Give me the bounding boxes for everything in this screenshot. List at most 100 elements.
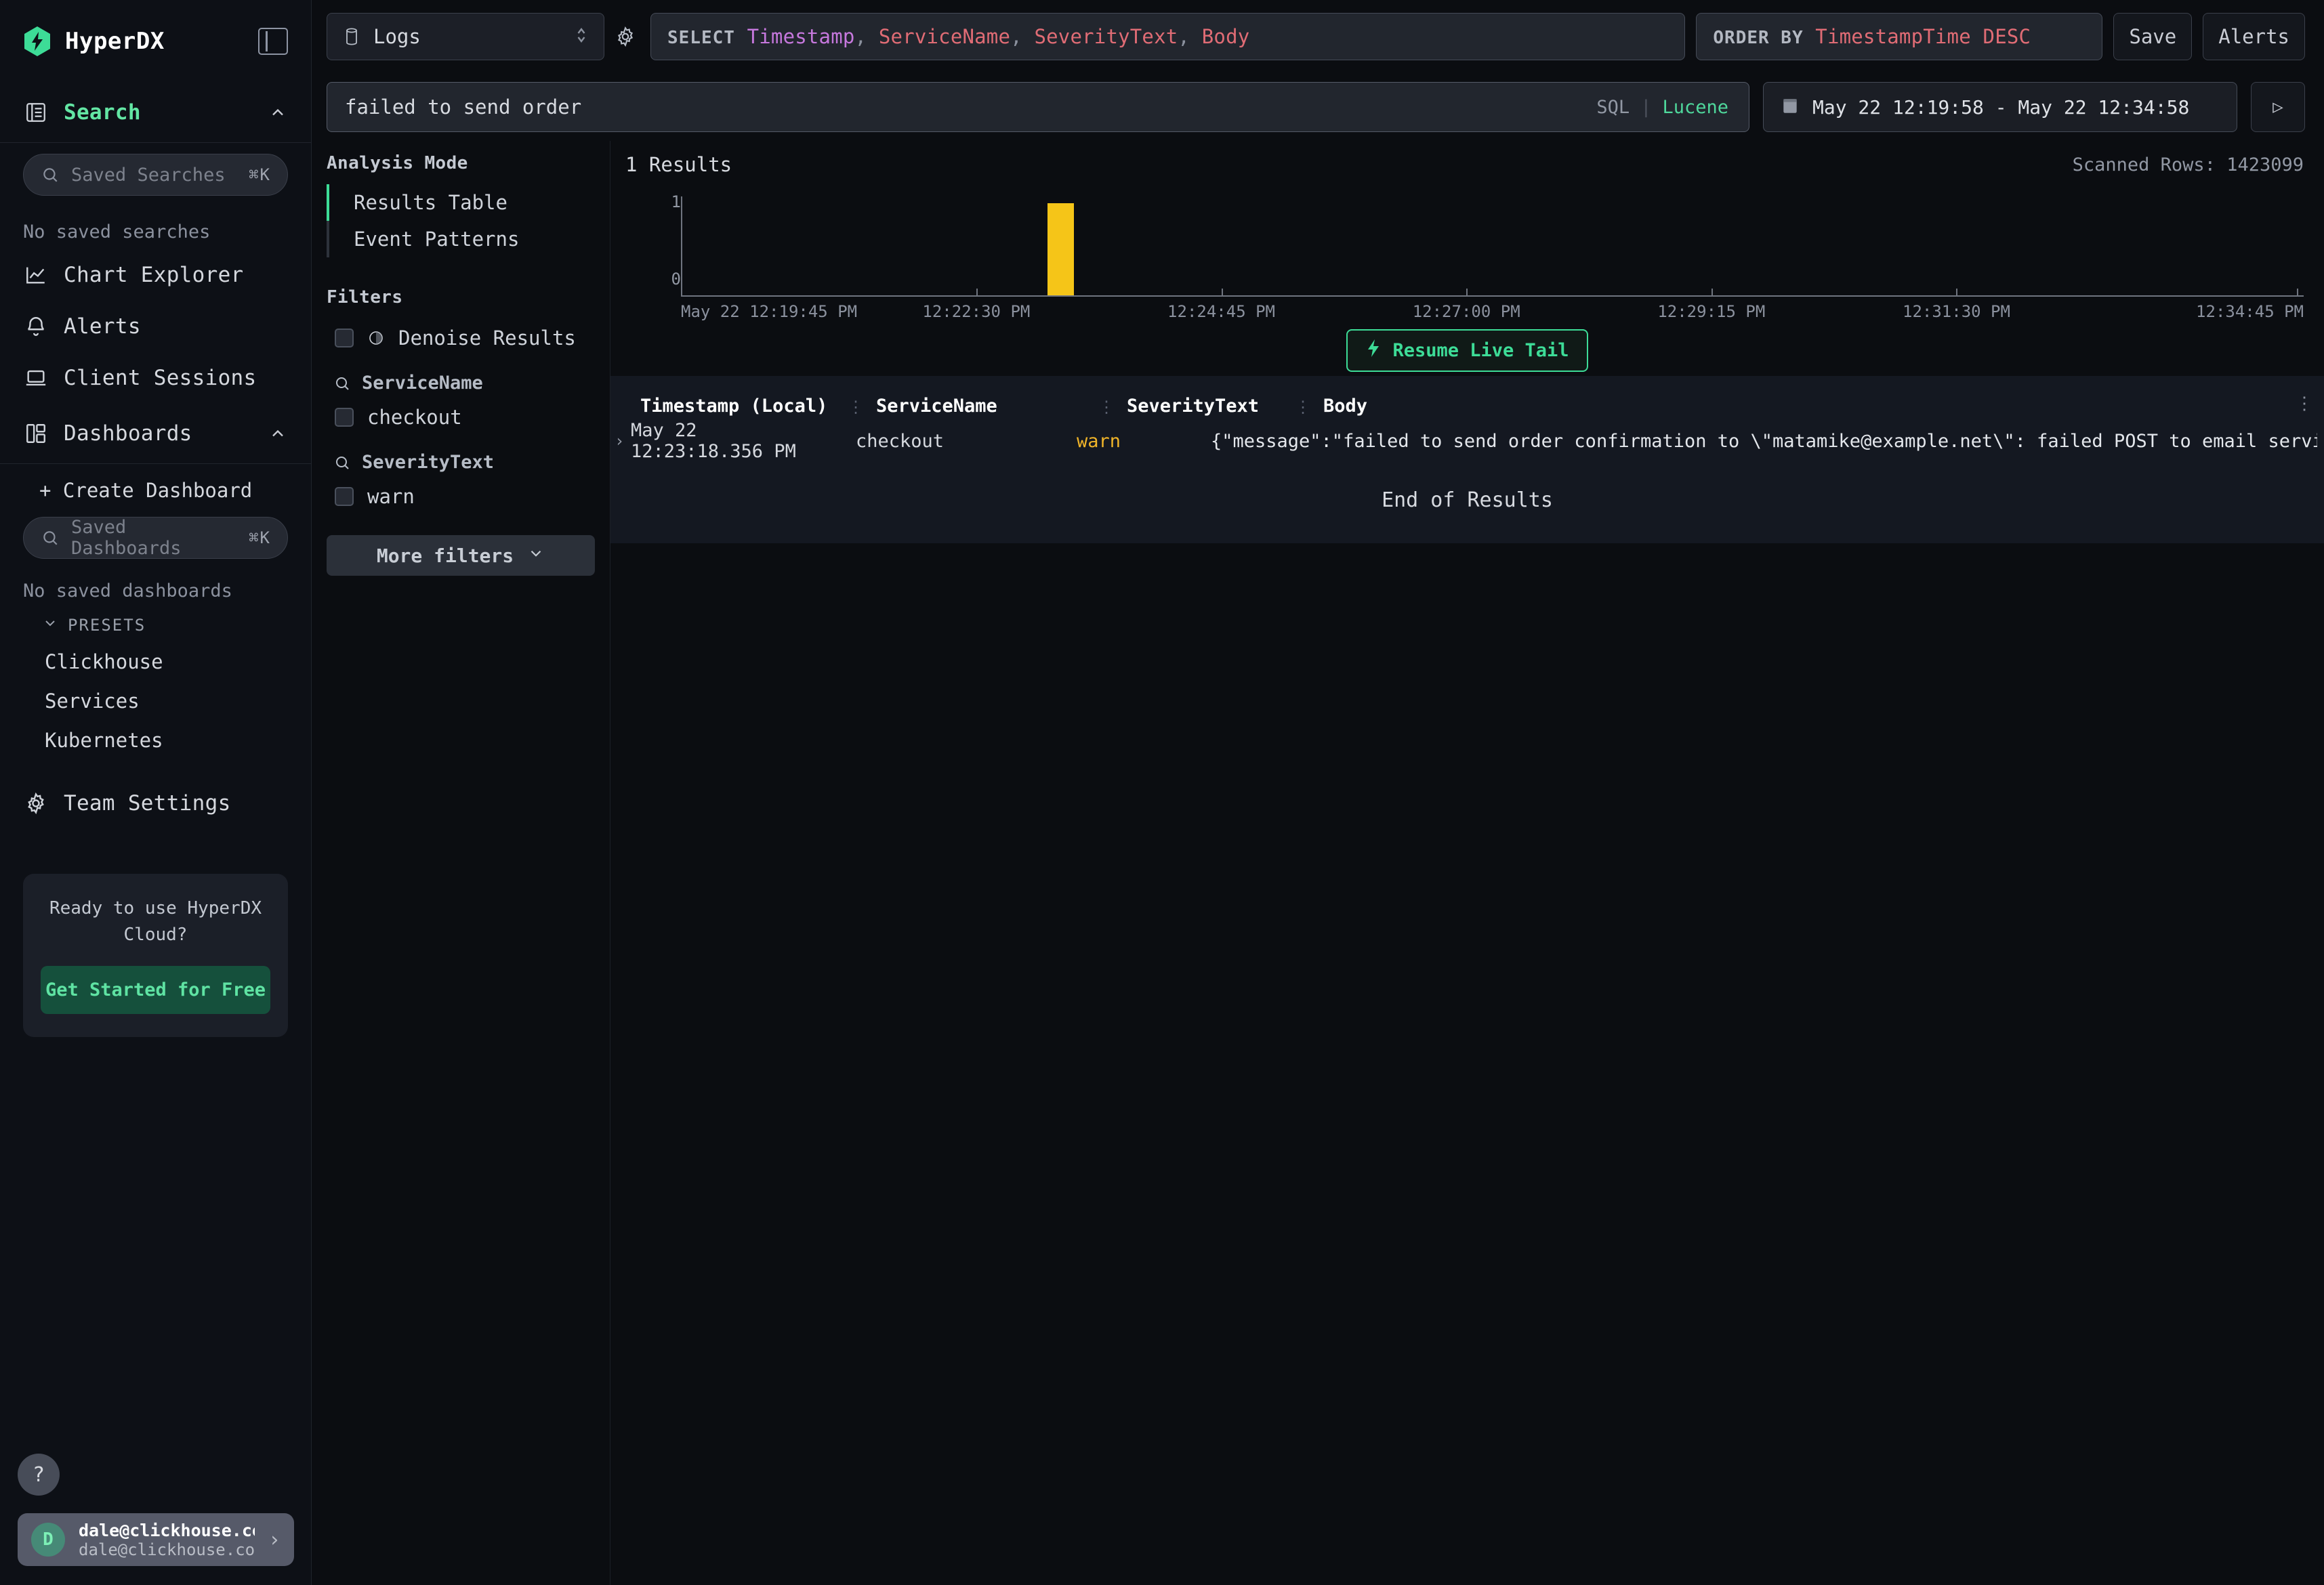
table-options-icon[interactable]: ⋮ — [2296, 394, 2313, 414]
order-by-input[interactable]: ORDER BY TimestampTime DESC — [1696, 13, 2103, 60]
sidebar-bottom: ? D dale@clickhouse.com dale@clickhouse.… — [0, 1454, 312, 1585]
row-expand-icon[interactable]: › — [615, 431, 625, 450]
column-header-body[interactable]: Body — [1323, 396, 1368, 417]
denoise-checkbox[interactable] — [335, 329, 354, 347]
lang-sql-option[interactable]: SQL — [1596, 96, 1630, 118]
lang-divider: | — [1640, 96, 1652, 118]
help-icon[interactable]: ? — [18, 1454, 60, 1496]
search-icon-dashboards — [40, 528, 60, 548]
more-filters-button[interactable]: More filters — [327, 535, 595, 576]
results-panel: 1 Results Scanned Rows: 1423099 1 0 — [610, 141, 2324, 1585]
alerts-button[interactable]: Alerts — [2203, 13, 2305, 60]
select-clause-code: SELECT Timestamp, ServiceName, SeverityT… — [667, 25, 1250, 48]
avatar: D — [31, 1523, 65, 1557]
x-tick-label-4: 12:29:15 PM — [1657, 302, 1766, 321]
select-chevrons-icon — [574, 25, 589, 48]
lang-lucene-option[interactable]: Lucene — [1662, 96, 1728, 118]
sidebar-item-search-label: Search — [64, 100, 141, 125]
preset-item-clickhouse[interactable]: Clickhouse — [45, 650, 163, 673]
scanned-rows: Scanned Rows: 1423099 — [2072, 154, 2304, 175]
saved-dashboards-input[interactable]: Saved Dashboards ⌘K — [23, 517, 288, 559]
checkout-checkbox[interactable] — [335, 408, 354, 427]
preset-item-kubernetes[interactable]: Kubernetes — [45, 729, 163, 752]
mode-results-table[interactable]: Results Table — [327, 184, 595, 221]
select-keyword: SELECT — [667, 28, 735, 48]
y-axis-line — [681, 196, 682, 297]
column-resizer-1[interactable]: ⋮ — [848, 398, 864, 417]
x-tick-1 — [976, 289, 978, 297]
source-settings-gear-icon[interactable] — [604, 26, 646, 47]
table-header-row: Timestamp (Local) ⋮ ServiceName ⋮ Severi… — [610, 376, 2324, 423]
x-tick-2 — [1221, 289, 1223, 297]
sidebar-collapse-toggle[interactable] — [258, 28, 288, 55]
column-header-severitytext[interactable]: SeverityText — [1127, 396, 1260, 417]
analysis-mode-list: Results Table Event Patterns — [327, 184, 595, 257]
source-select[interactable]: Logs — [327, 13, 604, 60]
chart-line-icon — [23, 262, 49, 288]
x-tick-4 — [1711, 289, 1713, 297]
presets-toggle[interactable]: PRESETS — [0, 608, 311, 642]
presets-label: PRESETS — [68, 616, 146, 635]
denoise-filter-row[interactable]: Denoise Results — [327, 318, 595, 358]
more-filters-label: More filters — [376, 544, 514, 567]
saved-searches-shortcut: ⌘K — [249, 165, 271, 184]
end-of-results: End of Results — [610, 459, 2324, 543]
column-resizer-3[interactable]: ⋮ — [1295, 398, 1311, 417]
brand-name: HyperDX — [65, 28, 165, 55]
mode-event-patterns[interactable]: Event Patterns — [354, 228, 520, 251]
gear-icon — [23, 790, 49, 816]
sidebar-item-client-sessions[interactable]: Client Sessions — [0, 352, 311, 404]
live-tail-row: Resume Live Tail — [610, 329, 2324, 372]
column-resizer-2[interactable]: ⋮ — [1098, 398, 1115, 417]
sidebar-item-alerts[interactable]: Alerts — [0, 301, 311, 352]
no-saved-searches: No saved searches — [23, 221, 211, 242]
divider-2 — [0, 463, 311, 464]
warn-checkbox[interactable] — [335, 487, 354, 506]
x-tick-label-2: 12:24:45 PM — [1167, 302, 1276, 321]
sidebar-item-search[interactable]: Search — [0, 83, 311, 142]
results-header: 1 Results Scanned Rows: 1423099 — [610, 141, 2324, 176]
select-field-3: Body — [1201, 25, 1250, 48]
filter-value-warn[interactable]: warn — [327, 477, 595, 516]
main-area: Logs SELECT Timestamp, ServiceName, Seve… — [312, 0, 2324, 1585]
get-started-button[interactable]: Get Started for Free — [41, 966, 270, 1014]
filter-field-servicename[interactable]: ServiceName — [327, 358, 595, 398]
save-button[interactable]: Save — [2113, 13, 2193, 60]
column-header-servicename[interactable]: ServiceName — [876, 396, 997, 417]
sidebar-item-chart-explorer[interactable]: Chart Explorer — [0, 249, 311, 301]
date-range-picker[interactable]: May 22 12:19:58 - May 22 12:34:58 — [1763, 82, 2237, 132]
x-tick-label-5: 12:31:30 PM — [1902, 302, 2010, 321]
calendar-icon — [1781, 96, 1799, 118]
histogram-bar[interactable] — [1047, 203, 1074, 295]
user-profile-card[interactable]: D dale@clickhouse.com dale@clickhouse.co… — [18, 1513, 294, 1566]
chevron-right-icon: › — [268, 1527, 281, 1552]
chart-plot-area: May 22 12:19:45 PM 12:22:30 PM 12:24:45 … — [681, 196, 2304, 321]
select-field-2: SeverityText — [1034, 25, 1178, 48]
table-row[interactable]: › May 22 12:23:18.356 PM checkout warn {… — [610, 420, 2324, 462]
source-select-value: Logs — [373, 25, 421, 48]
saved-searches-input[interactable]: Saved Searches ⌘K — [23, 154, 288, 196]
sidebar-item-team-settings[interactable]: Team Settings — [0, 778, 311, 829]
create-dashboard-button[interactable]: + Create Dashboard — [39, 479, 253, 502]
user-team: dale@clickhouse.com's — [79, 1540, 255, 1559]
filter-value-checkout[interactable]: checkout — [327, 398, 595, 437]
select-clause-input[interactable]: SELECT Timestamp, ServiceName, SeverityT… — [650, 13, 1686, 60]
user-email: dale@clickhouse.com — [79, 1520, 255, 1540]
sidebar-item-dashboards[interactable]: Dashboards — [0, 404, 311, 463]
denoise-label: Denoise Results — [398, 326, 576, 350]
filter-field-severitytext[interactable]: SeverityText — [327, 437, 595, 477]
saved-dashboards-shortcut: ⌘K — [249, 528, 271, 547]
cell-body: {"message":"failed to send order confirm… — [1211, 430, 2317, 452]
divider — [0, 142, 311, 143]
resume-live-tail-button[interactable]: Resume Live Tail — [1346, 329, 1588, 372]
x-tick-label-6: 12:34:45 PM — [2196, 302, 2304, 321]
search-row: failed to send order SQL | Lucene May 22… — [312, 73, 2324, 141]
preset-item-services[interactable]: Services — [45, 690, 140, 713]
column-header-timestamp[interactable]: Timestamp (Local) — [640, 396, 828, 417]
x-tick-label-1: 12:22:30 PM — [922, 302, 1031, 321]
run-query-button[interactable]: ▷ — [2251, 82, 2305, 132]
search-input[interactable]: failed to send order SQL | Lucene — [327, 82, 1749, 132]
select-field-0: Timestamp — [747, 25, 855, 48]
select-field-1: ServiceName — [878, 25, 1011, 48]
